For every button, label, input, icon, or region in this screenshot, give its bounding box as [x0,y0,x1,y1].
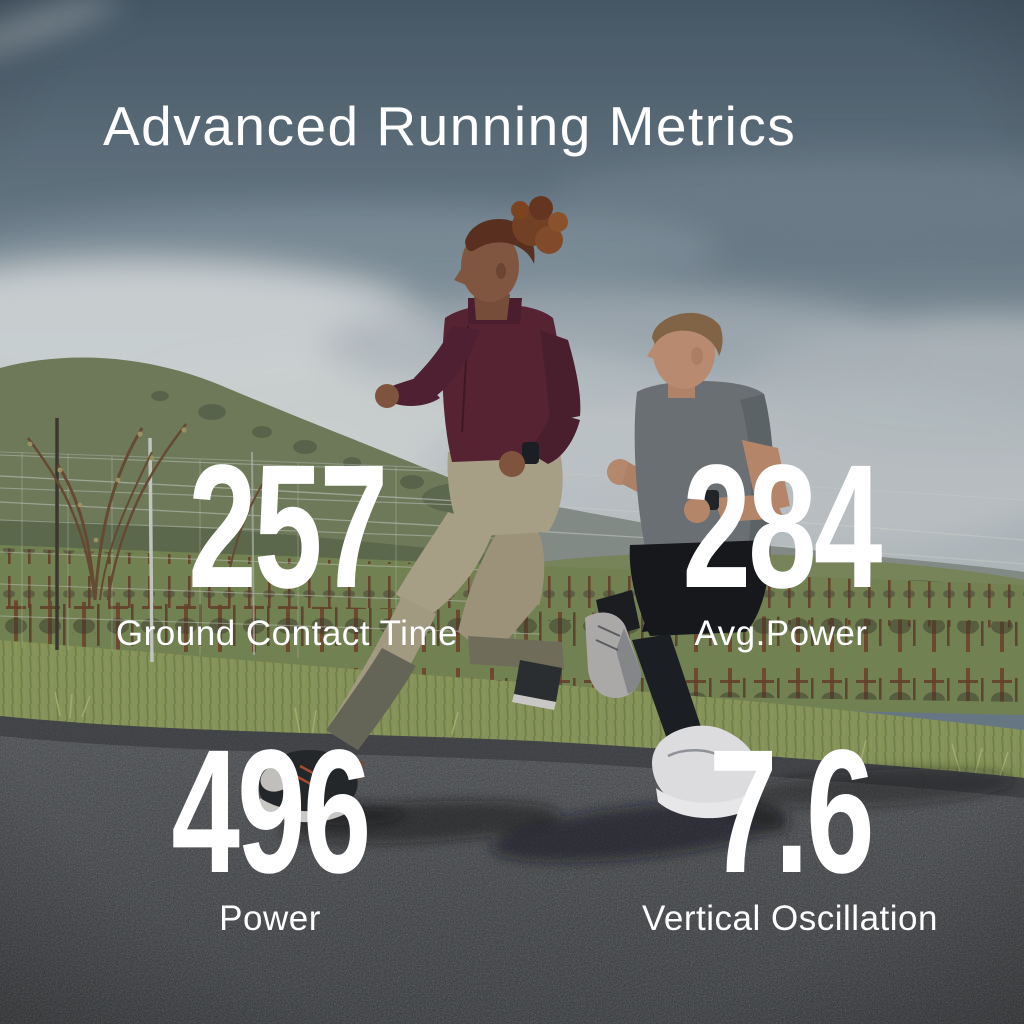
metric-avg-power: 284 Avg.Power [640,439,922,655]
metric-power: 496 Power [129,724,411,940]
metric-vertical-oscillation: 7.6 Vertical Oscillation [642,724,938,940]
metric-value: 496 [171,714,371,910]
page-title: Advanced Running Metrics [103,95,797,157]
metric-label: Avg.Power [694,614,868,653]
metric-label: Vertical Oscillation [642,899,938,938]
metric-value: 257 [188,429,388,625]
metric-label: Power [219,899,321,938]
metric-ground-contact-time: 257 Ground Contact Time [116,439,458,655]
metric-value: 7.6 [708,714,875,910]
metric-label: Ground Contact Time [115,614,459,653]
metric-value: 284 [682,429,882,625]
